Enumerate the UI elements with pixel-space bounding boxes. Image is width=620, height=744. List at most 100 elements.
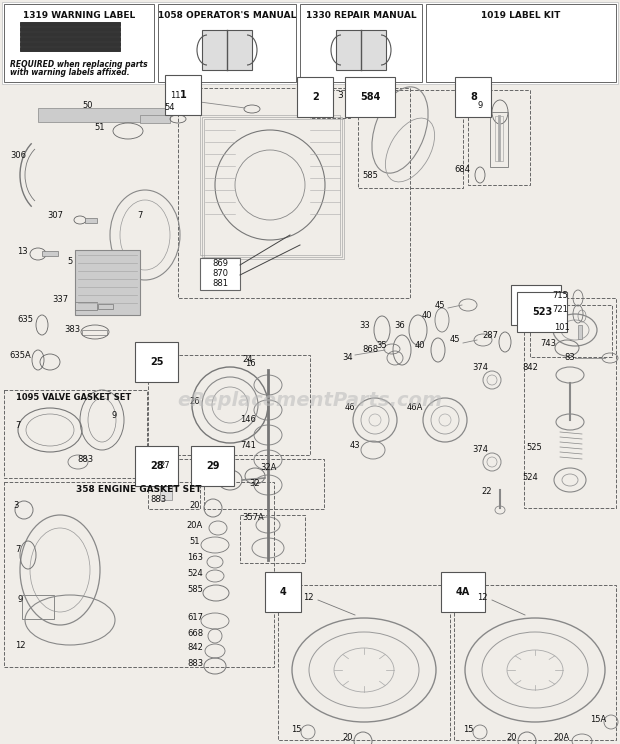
Text: 358 ENGINE GASKET SET: 358 ENGINE GASKET SET [76, 486, 202, 495]
Bar [22, 595, 54, 619]
Text: 3: 3 [13, 501, 19, 510]
Text: 10: 10 [472, 100, 483, 109]
Text: 741: 741 [240, 440, 256, 449]
Text: 4: 4 [280, 587, 286, 597]
Text: 146: 146 [240, 415, 256, 425]
Bar [202, 117, 342, 257]
Text: 718: 718 [370, 95, 387, 104]
Text: 40: 40 [422, 310, 432, 319]
Bar [20, 22, 120, 26]
Text: 869: 869 [212, 260, 228, 269]
Bar [200, 115, 340, 255]
Bar [20, 37, 120, 41]
Text: 523: 523 [532, 307, 552, 317]
Bar [82, 330, 107, 335]
Bar [240, 515, 305, 563]
Text: 883: 883 [77, 455, 93, 464]
Text: 7: 7 [16, 420, 20, 429]
Text: 15A: 15A [590, 716, 606, 725]
Text: 868: 868 [362, 345, 378, 354]
Text: 20: 20 [343, 734, 353, 743]
Bar [204, 119, 344, 259]
Text: 20: 20 [507, 734, 517, 743]
Bar [454, 585, 616, 740]
Text: 26: 26 [190, 397, 200, 406]
Bar [178, 88, 410, 298]
Text: 870: 870 [212, 269, 228, 278]
Text: 883: 883 [187, 658, 203, 667]
Text: 617: 617 [187, 614, 203, 623]
Text: 357A: 357A [242, 513, 264, 522]
Text: 5: 5 [68, 257, 73, 266]
Bar [490, 112, 508, 167]
Bar [336, 30, 386, 70]
Bar [310, 90, 350, 118]
Bar [278, 585, 450, 740]
Text: 1058 OPERATOR'S MANUAL: 1058 OPERATOR'S MANUAL [158, 11, 296, 20]
Text: 337: 337 [52, 295, 68, 304]
Text: 4A: 4A [456, 587, 470, 597]
Bar [20, 32, 120, 36]
Text: 287: 287 [482, 330, 498, 339]
Text: 40: 40 [415, 341, 425, 350]
Text: 28: 28 [150, 461, 164, 471]
Text: 50: 50 [82, 100, 93, 109]
Text: 374: 374 [472, 364, 488, 373]
Text: 35: 35 [377, 341, 388, 350]
Text: 9: 9 [17, 595, 22, 604]
Text: 20A: 20A [554, 734, 570, 743]
Text: 13: 13 [17, 248, 27, 257]
Text: 25: 25 [150, 357, 164, 367]
Bar [578, 325, 582, 339]
Text: 12: 12 [303, 594, 313, 603]
Text: 842: 842 [187, 644, 203, 652]
Text: 743: 743 [540, 339, 556, 348]
Text: 45: 45 [450, 336, 460, 344]
Text: 163: 163 [187, 554, 203, 562]
Text: 46: 46 [345, 403, 355, 412]
Text: 20A: 20A [187, 521, 203, 530]
Text: 11: 11 [170, 91, 180, 100]
Bar [495, 116, 503, 161]
Bar [426, 4, 616, 82]
Bar [75, 302, 97, 310]
Text: 15: 15 [291, 725, 301, 734]
Text: 2: 2 [312, 92, 319, 102]
Text: 7: 7 [16, 545, 20, 554]
Text: 27: 27 [160, 461, 171, 470]
Bar [468, 90, 530, 185]
Text: 585: 585 [362, 170, 378, 179]
Text: 524: 524 [522, 473, 538, 483]
Bar [158, 4, 296, 82]
Text: 45: 45 [435, 301, 445, 310]
Text: 7: 7 [137, 211, 143, 219]
Bar [140, 115, 170, 123]
Bar [148, 459, 200, 509]
Bar [38, 108, 168, 122]
Text: 15: 15 [463, 725, 473, 734]
Text: 374: 374 [472, 446, 488, 455]
Text: 1330 REPAIR MANUAL: 1330 REPAIR MANUAL [306, 11, 416, 20]
Text: 1095 VALVE GASKET SET: 1095 VALVE GASKET SET [16, 394, 131, 403]
Bar [2, 2, 618, 84]
Text: 585: 585 [187, 586, 203, 594]
Bar [204, 459, 324, 509]
Text: 525: 525 [526, 443, 542, 452]
Text: 83: 83 [565, 353, 575, 362]
Bar [4, 390, 147, 478]
Text: 43: 43 [350, 440, 360, 449]
Text: 9: 9 [477, 100, 482, 109]
Text: 36: 36 [394, 321, 405, 330]
Bar [200, 258, 240, 290]
Text: 29: 29 [206, 461, 219, 471]
Text: 883: 883 [150, 496, 166, 504]
Bar [20, 27, 120, 31]
Bar [300, 4, 422, 82]
Bar [160, 468, 172, 500]
Text: 9: 9 [112, 411, 117, 420]
Text: 847: 847 [526, 300, 546, 310]
Bar [42, 251, 58, 256]
Text: 383: 383 [64, 326, 80, 335]
Bar [148, 355, 310, 455]
Text: 24: 24 [243, 356, 253, 365]
